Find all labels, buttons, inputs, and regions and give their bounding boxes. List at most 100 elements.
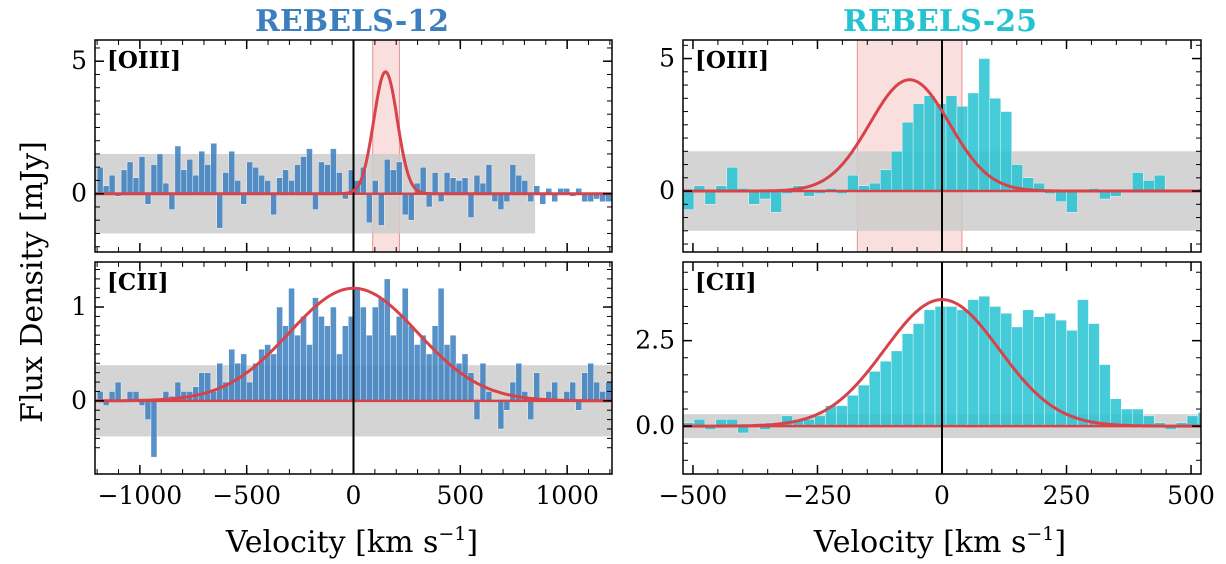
bar <box>726 166 738 192</box>
bar <box>288 180 295 194</box>
bar <box>324 325 331 402</box>
bar <box>402 288 409 402</box>
bar <box>407 193 415 221</box>
bar <box>1066 190 1078 213</box>
y-tick-label: 5 <box>71 46 87 75</box>
bar <box>593 381 600 402</box>
bar <box>770 190 782 213</box>
bar <box>1220 406 1226 427</box>
panel-rebels25-oiii: [OIII] 0 5 <box>659 39 1226 253</box>
bar <box>1088 323 1100 427</box>
bar <box>360 306 367 402</box>
bar <box>330 306 337 402</box>
bar <box>234 363 241 402</box>
bar <box>366 193 373 224</box>
bar <box>443 172 451 194</box>
bar <box>186 159 194 194</box>
x-tick-label: 0 <box>346 481 362 510</box>
bar <box>258 174 265 194</box>
bar <box>228 349 235 402</box>
bar <box>461 177 469 194</box>
bar <box>485 391 493 402</box>
x-axis-label-left-main: Velocity [km s <box>225 525 439 560</box>
bar <box>246 381 253 402</box>
bar <box>126 161 134 194</box>
bar <box>312 193 319 210</box>
bar <box>192 174 200 194</box>
bar <box>413 344 421 402</box>
bar <box>264 180 271 194</box>
bar <box>1000 313 1012 427</box>
bar <box>312 297 319 402</box>
bar <box>683 190 695 210</box>
x-tick-label: −250 <box>783 481 852 510</box>
bar <box>246 161 253 194</box>
bar <box>144 400 152 420</box>
bar <box>270 193 277 216</box>
x-axis-label-left-close: ] <box>466 525 478 560</box>
bar <box>294 164 301 194</box>
bar <box>1033 316 1045 427</box>
bar <box>515 174 523 194</box>
bar <box>204 164 211 194</box>
bar <box>814 415 826 427</box>
bar <box>108 174 116 194</box>
bar <box>306 344 313 402</box>
bar <box>636 191 642 194</box>
panel-label: [OIII] <box>107 47 181 74</box>
bar <box>1066 330 1078 427</box>
bar <box>276 306 283 402</box>
bar <box>431 172 439 194</box>
bar <box>945 95 958 192</box>
bar <box>533 372 540 402</box>
bar <box>1044 313 1056 427</box>
bar <box>174 145 182 194</box>
bar <box>425 193 433 208</box>
bar <box>449 177 457 194</box>
bar <box>581 372 588 402</box>
bar <box>912 323 925 427</box>
bar <box>509 381 517 402</box>
bar <box>847 174 859 192</box>
bar <box>575 400 582 411</box>
bar <box>222 172 229 194</box>
gaussian-fit-line <box>683 78 1201 193</box>
bar <box>912 103 925 192</box>
bar <box>378 193 385 226</box>
x-tick-label: 500 <box>1167 481 1215 510</box>
bar <box>836 405 848 427</box>
bar <box>956 309 969 427</box>
bar <box>294 334 301 402</box>
bar <box>890 151 903 192</box>
x-axis-label-left: Velocity [km s−1] <box>225 523 478 560</box>
panel-label: [CII] <box>107 269 169 296</box>
x-tick-label: 250 <box>1043 481 1091 510</box>
bar <box>144 193 152 205</box>
bar <box>240 193 247 205</box>
bar <box>978 295 991 427</box>
bar <box>551 381 558 402</box>
bar <box>180 169 188 194</box>
bar <box>216 363 223 402</box>
bar <box>880 169 892 192</box>
bar <box>300 156 307 194</box>
gaussian-fit-line <box>95 286 612 403</box>
bar <box>1143 180 1155 192</box>
bar <box>150 400 158 458</box>
x-tick-label: −500 <box>659 481 728 510</box>
bar <box>378 297 385 402</box>
bar <box>234 180 241 194</box>
bar <box>1220 178 1226 191</box>
bar <box>473 174 481 194</box>
bar <box>288 288 295 402</box>
bar <box>1121 408 1133 427</box>
bar <box>210 391 217 402</box>
bar <box>587 363 594 402</box>
bar <box>276 177 283 194</box>
bar <box>467 193 475 218</box>
bars <box>683 58 1226 213</box>
bar <box>1077 299 1089 427</box>
bar <box>407 325 415 402</box>
bar <box>372 180 379 194</box>
